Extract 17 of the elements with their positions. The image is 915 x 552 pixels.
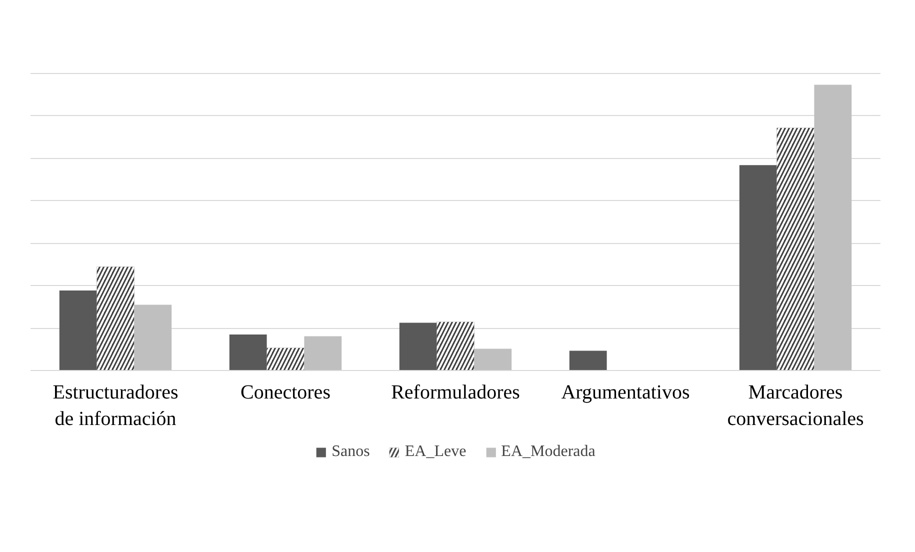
x-tick-label: Argumentativos: [561, 382, 690, 404]
legend-label: Sanos: [332, 443, 370, 461]
bar: [814, 84, 852, 370]
bar: [229, 334, 267, 370]
bar: [134, 304, 172, 370]
bar: [304, 336, 342, 370]
bar: [569, 350, 607, 370]
x-tick-label: Estructuradores de información: [52, 382, 178, 430]
bar: [739, 165, 777, 370]
x-tick-label: Conectores: [240, 382, 331, 404]
legend-label: EA_Leve: [404, 443, 466, 461]
x-tick-label: Marcadores conversacionales: [727, 382, 864, 430]
legend-label: EA_Moderada: [501, 443, 596, 461]
bar: [474, 348, 512, 370]
bar: [59, 290, 97, 370]
x-tick-label: Reformuladores: [391, 382, 520, 404]
bar: [399, 322, 437, 370]
